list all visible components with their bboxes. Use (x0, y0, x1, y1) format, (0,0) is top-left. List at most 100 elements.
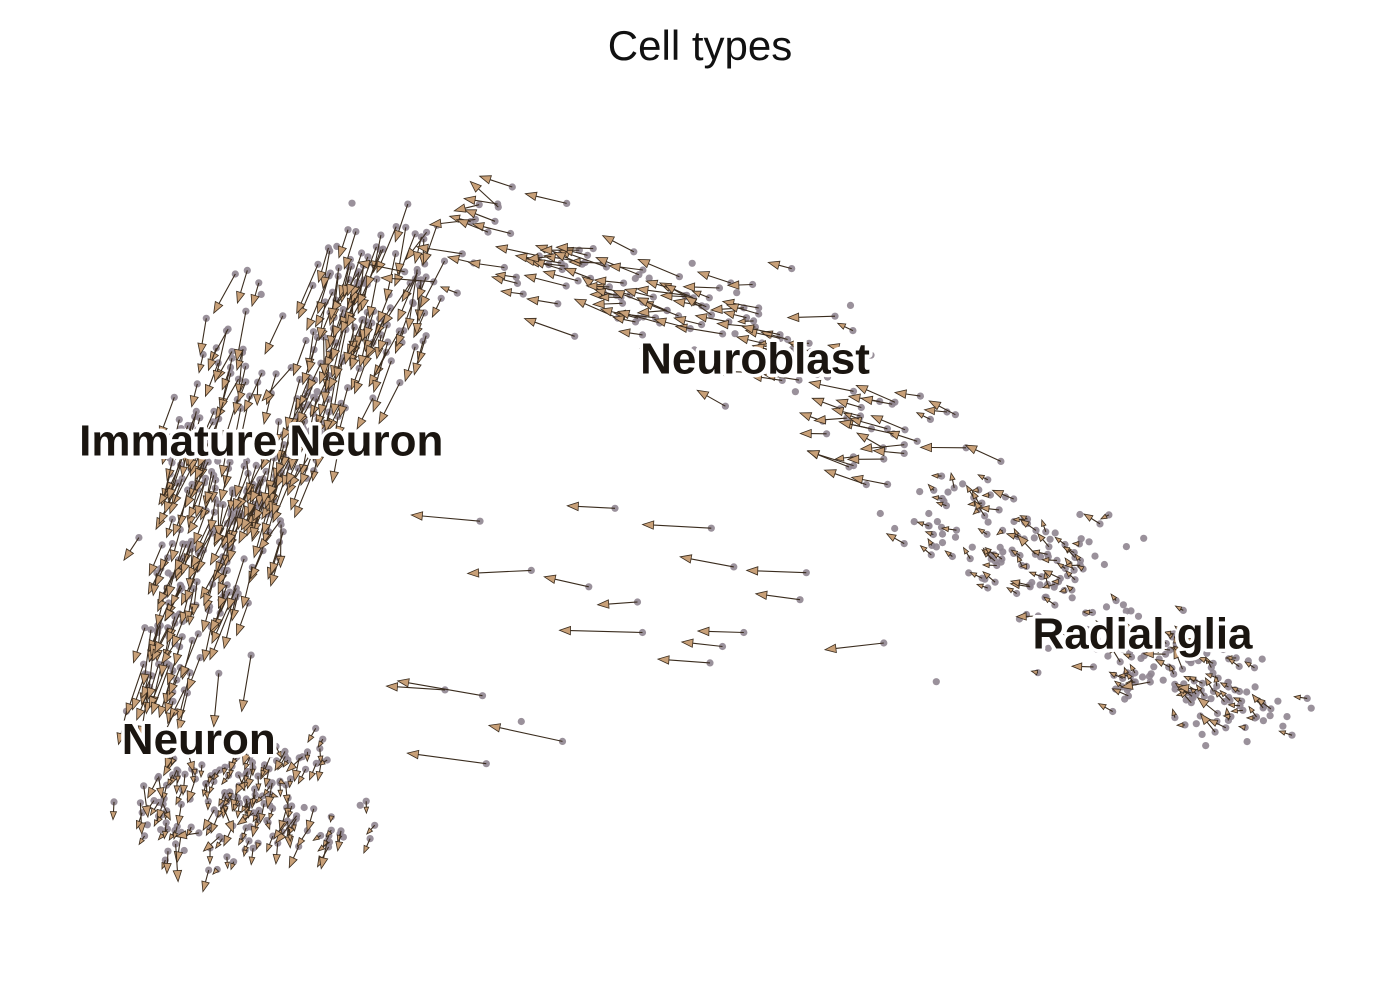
velocity-arrow (855, 384, 896, 403)
velocity-arrow (453, 203, 480, 213)
velocity-arrow (1030, 669, 1039, 676)
velocity-arrow (1148, 644, 1171, 654)
velocity-arrow (1051, 625, 1070, 639)
velocity-arrow (532, 259, 563, 271)
cell-point (1077, 535, 1085, 543)
velocity-arrow (310, 375, 330, 418)
velocity-arrow (996, 528, 1004, 536)
velocity-arrow (1107, 641, 1121, 663)
cell-point (984, 518, 992, 526)
velocity-arrow (595, 257, 640, 276)
cluster-label: Neuroblast (640, 335, 870, 384)
velocity-arrow (696, 389, 726, 407)
velocity-arrow (1082, 609, 1093, 616)
velocity-arrow (175, 804, 184, 827)
velocity-arrow (223, 807, 234, 834)
cell-point (932, 543, 941, 551)
velocity-arrow (194, 441, 213, 481)
velocity-arrow (264, 315, 284, 355)
velocity-arrow (312, 834, 322, 842)
velocity-arrow (277, 782, 284, 798)
velocity-arrow (248, 848, 256, 866)
velocity-arrow (741, 324, 781, 336)
velocity-arrow (207, 775, 214, 785)
velocity-arrow (158, 397, 175, 439)
cell-point (952, 526, 961, 534)
velocity-arrow (252, 382, 262, 407)
velocity-arrow (234, 311, 247, 362)
cell-point (214, 457, 222, 465)
velocity-arrow (254, 482, 265, 508)
velocity-arrow (207, 499, 217, 533)
velocity-arrow (1097, 703, 1113, 712)
cluster-label: Neuron (122, 715, 276, 764)
cell-point (1120, 643, 1128, 652)
cell-point (558, 265, 566, 274)
cell-point (993, 561, 1001, 570)
velocity-arrow (380, 273, 434, 284)
velocity-arrow (240, 504, 256, 531)
velocity-arrow (469, 180, 499, 208)
velocity-arrow (1133, 643, 1141, 650)
cell-point (517, 717, 525, 726)
velocity-arrow (412, 340, 424, 376)
velocity-arrow (181, 425, 192, 463)
velocity-arrow (123, 537, 140, 562)
velocity-arrow (1142, 649, 1166, 659)
cell-point (932, 678, 940, 686)
velocity-arrow (751, 343, 805, 359)
cell-point (772, 364, 780, 372)
velocity-arrow (234, 465, 245, 499)
cell-point (257, 290, 265, 298)
velocity-arrow (949, 472, 956, 489)
cell-point (313, 388, 321, 396)
cell-point (519, 290, 527, 298)
cell-point (1250, 664, 1259, 672)
velocity-arrow (1041, 518, 1047, 532)
velocity-arrow (187, 657, 201, 692)
velocity-arrow (664, 284, 686, 297)
velocity-arrow (1074, 553, 1082, 562)
velocity-arrow (377, 324, 388, 353)
velocity-arrow (290, 421, 306, 461)
cell-point (1162, 650, 1170, 658)
velocity-arrow (306, 337, 319, 374)
velocity-arrow (524, 191, 567, 204)
velocity-arrow (190, 532, 213, 569)
velocity-arrow (927, 483, 935, 492)
velocity-arrow (1042, 570, 1061, 579)
velocity-arrow (1078, 626, 1088, 632)
velocity-arrow (372, 341, 389, 394)
velocity-arrow (160, 437, 171, 466)
velocity-arrow (764, 344, 793, 355)
velocity-arrow (264, 820, 271, 831)
cell-point (938, 530, 947, 538)
cell-point (1102, 603, 1111, 611)
velocity-arrow (1163, 630, 1174, 637)
velocity-arrow (542, 270, 579, 282)
velocity-arrow (218, 792, 226, 807)
cell-point (1145, 672, 1153, 681)
cell-point (177, 425, 185, 433)
velocity-arrow (397, 278, 416, 322)
velocity-arrow (307, 728, 317, 744)
velocity-arrow (317, 748, 324, 764)
velocity-arrow (204, 475, 215, 505)
velocity-arrow (1110, 593, 1118, 601)
velocity-arrow (333, 329, 347, 381)
velocity-arrow (1120, 680, 1151, 690)
velocity-arrow (241, 800, 248, 814)
velocity-arrow (1083, 513, 1101, 525)
velocity-arrow (208, 781, 215, 795)
cell-point (755, 310, 763, 318)
cell-point (1189, 651, 1197, 660)
velocity-arrow (255, 795, 263, 804)
velocity-arrow (1227, 658, 1240, 667)
velocity-arrow (526, 253, 552, 263)
velocity-arrow (263, 768, 271, 788)
chart-title: Cell types (608, 22, 792, 69)
velocity-arrow (166, 453, 183, 501)
velocity-arrow (463, 209, 496, 222)
velocity-arrow (165, 518, 174, 539)
velocity-arrow (1070, 662, 1094, 671)
